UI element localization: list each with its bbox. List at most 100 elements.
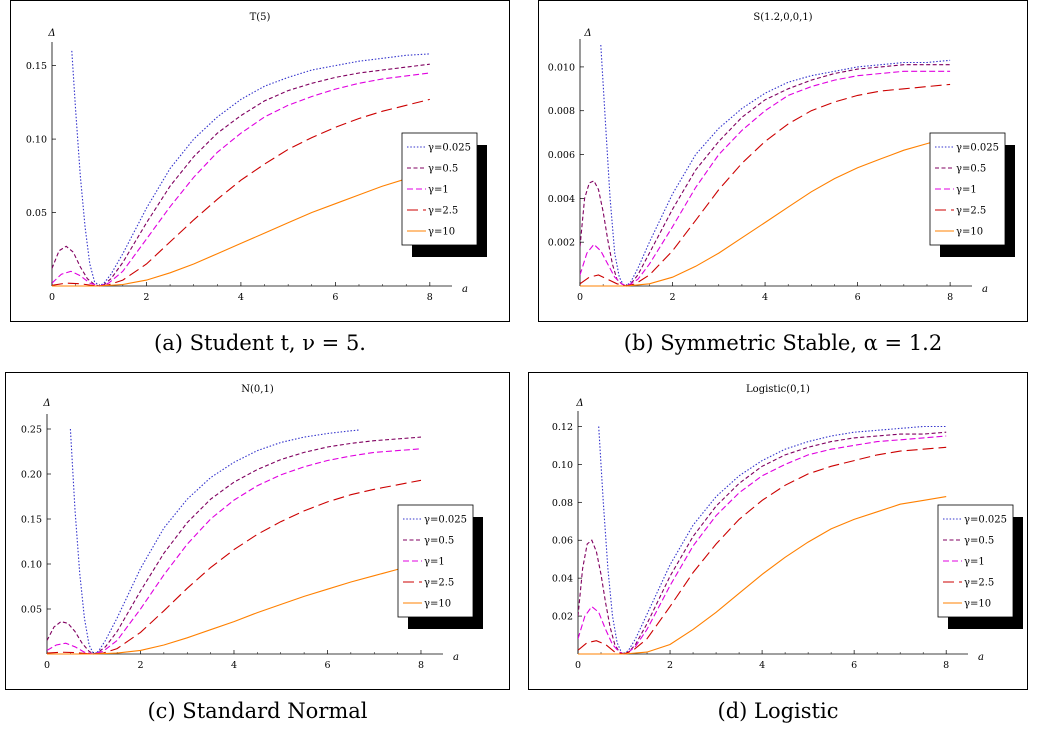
series-line (47, 436, 422, 655)
legend-box (397, 504, 474, 618)
series-line (52, 170, 430, 287)
chart-caption: (c) Standard Normal (147, 699, 368, 723)
x-tick-label: 8 (418, 660, 424, 671)
y-tick-label: 0.006 (548, 150, 575, 161)
y-tick-label: 0.12 (552, 422, 573, 433)
x-axis-label: a (453, 652, 459, 663)
y-tick-label: 0.08 (552, 498, 573, 509)
x-tick-label: 4 (231, 660, 237, 671)
chart-caption: (d) Logistic (717, 699, 839, 723)
legend: γ=0.025 γ=0.5 γ=1 γ=2.5 γ=10 (397, 504, 483, 629)
legend-box (401, 132, 478, 246)
series-line (47, 479, 422, 655)
legend-label: γ=10 (428, 227, 455, 238)
y-axis-label: Δ (575, 398, 583, 409)
legend-label: γ=1 (964, 557, 985, 568)
series-line (580, 64, 951, 287)
x-tick-label: 0 (49, 292, 55, 303)
legend-label: γ=1 (428, 185, 449, 196)
y-tick-label: 0.10 (552, 460, 573, 471)
legend-label: γ=0.5 (424, 536, 454, 547)
x-tick-label: 2 (667, 660, 673, 671)
chart-title: Logistic(0,1) (746, 384, 810, 395)
y-tick-label: 0.25 (21, 425, 42, 436)
y-tick-label: 0.15 (21, 515, 42, 526)
legend-label: γ=2.5 (956, 206, 986, 217)
y-tick-label: 0.05 (26, 208, 47, 219)
y-tick-label: 0.04 (552, 574, 573, 585)
series-line (47, 563, 422, 655)
x-axis-label: a (978, 652, 984, 663)
legend-label: γ=2.5 (428, 206, 458, 217)
x-axis-label: a (982, 284, 988, 295)
series-line (580, 83, 951, 287)
x-tick-label: 2 (143, 292, 149, 303)
legend-label: γ=0.025 (964, 515, 1007, 526)
legend-label: γ=1 (424, 557, 445, 568)
chart-caption: (a) Student t, ν = 5. (154, 331, 366, 355)
y-tick-label: 0.06 (552, 536, 573, 547)
x-tick-label: 4 (762, 292, 768, 303)
y-axis-label: Δ (47, 28, 55, 39)
legend-label: γ=10 (956, 227, 983, 238)
chart-title: T(5) (250, 12, 271, 23)
series-line (580, 70, 951, 287)
series-line (598, 425, 947, 655)
y-tick-label: 0.10 (21, 560, 42, 571)
chart-svg-d: Logistic(0,1) Δa 0 2 4 6 8 0.02 0.04 0.06 0.08 0.10… (552, 384, 1023, 671)
x-axis-label: a (462, 284, 468, 295)
legend-box (937, 504, 1014, 618)
chart-title: N(0,1) (241, 384, 274, 395)
chart-svg-a: T(5)Δa0 2 4 6 80.050.100.15γ=0.025γ=0.5γ=1γ=… (26, 12, 487, 303)
y-tick-label: 0.10 (26, 135, 47, 146)
y-tick-label: 0.004 (548, 194, 575, 205)
series-line (578, 496, 947, 655)
legend-label: γ=10 (424, 599, 451, 610)
series-line (52, 72, 430, 287)
series-line (600, 44, 951, 287)
chart-caption: (b) Symmetric Stable, α = 1.2 (623, 331, 943, 355)
legend-label: γ=1 (956, 185, 977, 196)
y-tick-label: 0.15 (26, 61, 47, 72)
x-tick-label: 8 (947, 292, 953, 303)
x-tick-label: 0 (575, 660, 581, 671)
x-tick-label: 2 (670, 292, 676, 303)
x-tick-label: 6 (855, 292, 861, 303)
legend: γ=0.025 γ=0.5 γ=1 γ=2.5 γ=10 (401, 132, 487, 257)
series-line (578, 431, 947, 655)
y-tick-label: 0.20 (21, 470, 42, 481)
y-axis-label: Δ (42, 398, 50, 409)
series-line (52, 98, 430, 287)
series-line (71, 50, 430, 287)
x-tick-label: 6 (851, 660, 857, 671)
series-line (52, 63, 430, 287)
legend-label: γ=0.5 (428, 164, 458, 175)
legend-label: γ=0.025 (956, 143, 999, 154)
legend-label: γ=2.5 (424, 578, 454, 589)
y-axis-label: Δ (583, 28, 591, 39)
y-tick-label: 0.010 (548, 62, 575, 73)
legend-label: γ=0.025 (428, 143, 471, 154)
series-line (47, 448, 422, 655)
y-tick-label: 0.05 (21, 605, 42, 616)
legend-label: γ=0.5 (964, 536, 994, 547)
chart-frame (528, 372, 1028, 690)
x-tick-label: 6 (324, 660, 330, 671)
chart-title: S(1.2,0,0,1) (753, 12, 812, 23)
series-line (580, 136, 951, 287)
chart-svg-b: S(1.2,0,0,1) Δa 0 2 4 6 8 0.002 0.004 0.006 0.008 0… (548, 12, 1015, 303)
y-tick-label: 0.02 (552, 612, 573, 623)
x-tick-label: 4 (759, 660, 765, 671)
series-line (578, 446, 947, 655)
x-tick-label: 8 (943, 660, 949, 671)
x-tick-label: 6 (332, 292, 338, 303)
x-tick-label: 0 (44, 660, 50, 671)
series-line (578, 435, 947, 655)
y-tick-label: 0.002 (548, 238, 575, 249)
x-tick-label: 2 (137, 660, 143, 671)
legend-label: γ=2.5 (964, 578, 994, 589)
legend: γ=0.025 γ=0.5 γ=1 γ=2.5 γ=10 (929, 132, 1015, 257)
